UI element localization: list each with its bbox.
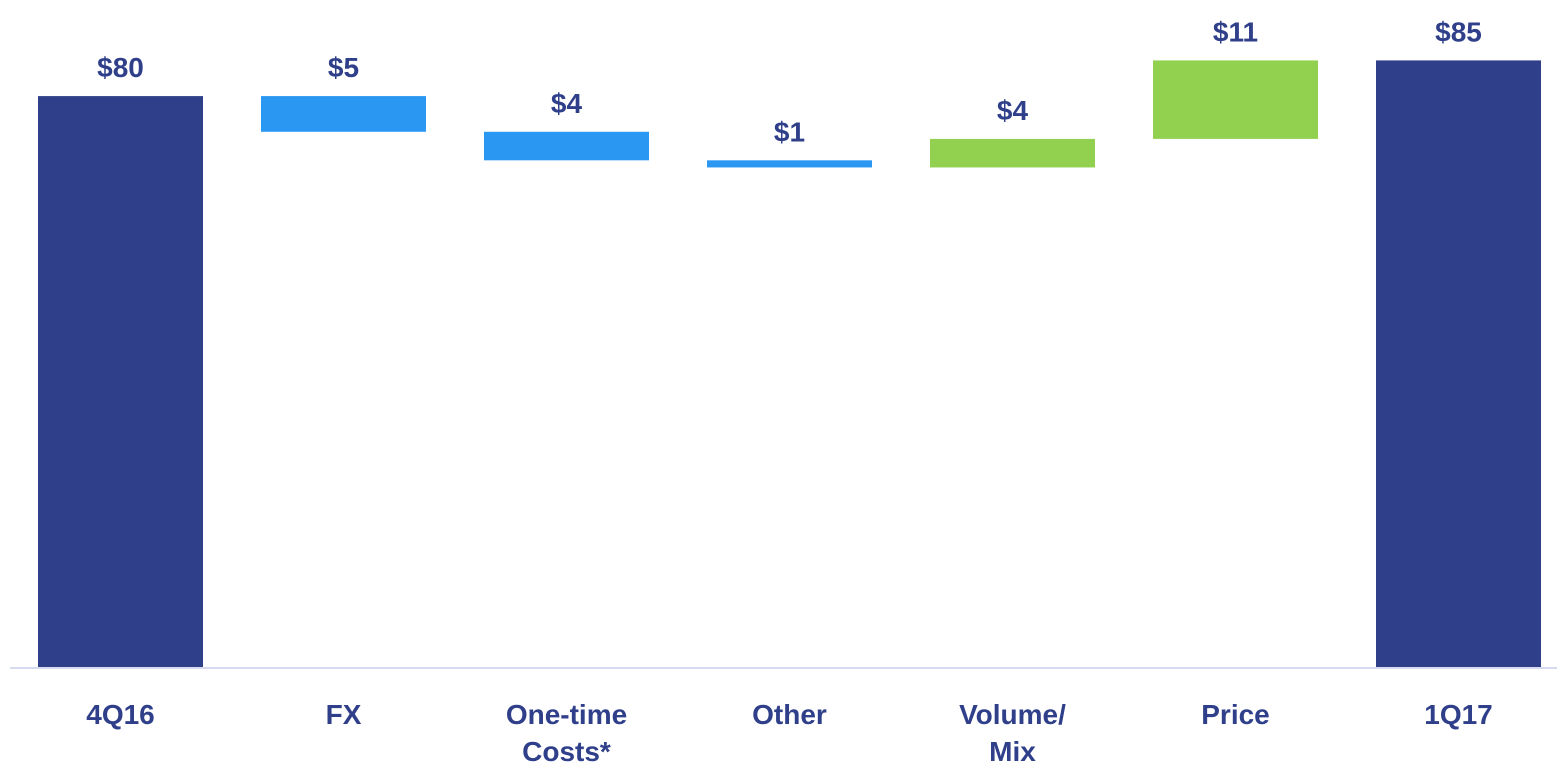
bar-5 [1153,60,1318,139]
x-tick-label-6: 1Q17 [1424,699,1493,730]
bar-value-label-3: $1 [774,116,805,147]
x-tick-label-1: FX [326,699,362,730]
x-tick-label-0: 4Q16 [86,699,155,730]
bars-group [38,60,1541,667]
x-tick-label-4: Volume/Mix [959,699,1066,767]
x-tick-label-line: Costs* [522,736,611,767]
bar-value-label-0: $80 [97,52,144,83]
bar-value-label-4: $4 [997,95,1029,126]
bar-2 [484,131,649,161]
bar-value-label-2: $4 [551,88,583,119]
bar-value-label-5: $11 [1213,16,1258,47]
x-tick-label-line: Volume/ [959,699,1066,730]
x-tick-label-line: Mix [989,736,1036,767]
bar-0 [38,96,203,667]
bar-4 [930,138,1095,168]
x-tick-label-5: Price [1201,699,1270,730]
x-tick-label-3: Other [752,699,827,730]
bar-6 [1376,60,1541,667]
x-tick-label-line: One-time [506,699,627,730]
bar-1 [261,96,426,132]
x-tick-labels-group: 4Q16 FX One-time Costs* Other Volume/Mix Price… [86,699,1493,767]
bar-value-label-1: $5 [328,52,359,83]
x-tick-label-line: Price [1201,699,1270,730]
x-tick-label-line: FX [326,699,362,730]
bar-3 [707,160,872,168]
x-tick-label-2: One-time Costs* [506,699,627,767]
value-labels-group: $80 $5 $4 $1 $4 $11 $85 [97,16,1482,147]
bar-value-label-6: $85 [1435,16,1482,47]
x-tick-label-line: 4Q16 [86,699,155,730]
x-tick-label-line: Other [752,699,827,730]
x-tick-label-line: 1Q17 [1424,699,1493,730]
